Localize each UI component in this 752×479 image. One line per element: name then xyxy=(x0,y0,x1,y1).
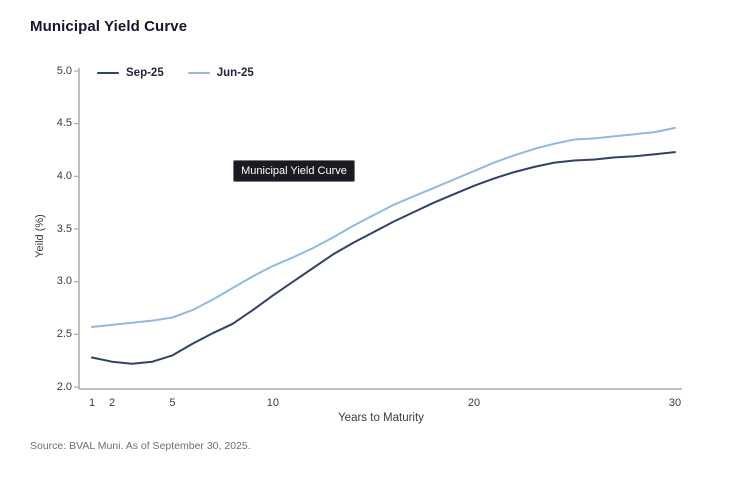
page-title: Municipal Yield Curve xyxy=(30,18,188,35)
legend-label-sep-25: Sep-25 xyxy=(126,67,164,79)
x-tick-label: 1 xyxy=(88,397,96,409)
x-tick-label: 10 xyxy=(266,397,280,409)
x-axis-title: Years to Maturity xyxy=(338,412,424,424)
sep-25-line-swatch-icon xyxy=(97,72,119,74)
legend-item-sep-25[interactable]: Sep-25 xyxy=(97,67,164,79)
y-tick-label: 5.0 xyxy=(56,64,72,77)
chart-legend: Sep-25 Jun-25 xyxy=(97,65,254,81)
x-tick-label: 20 xyxy=(467,397,481,409)
legend-label-jun-25: Jun-25 xyxy=(216,67,254,79)
jun-25-line-swatch-icon xyxy=(187,72,210,74)
chart-tooltip-label: Municipal Yield Curve xyxy=(241,165,347,177)
series-line-jun-25 xyxy=(91,126,676,328)
y-tick-label: 2.0 xyxy=(56,380,72,393)
x-tick-label: 30 xyxy=(668,397,682,409)
y-tick-label: 2.5 xyxy=(56,327,72,340)
chart-tooltip: Municipal Yield Curve xyxy=(233,160,355,182)
y-tick-label: 3.5 xyxy=(56,222,72,235)
x-tick-label: 2 xyxy=(109,397,116,409)
y-tick-label: 4.0 xyxy=(56,169,72,182)
y-tick-label: 4.5 xyxy=(56,117,72,130)
y-tick-label: 3.0 xyxy=(56,275,72,288)
legend-item-jun-25[interactable]: Jun-25 xyxy=(187,67,254,79)
source-note: Source: BVAL Muni. As of September 30, 2… xyxy=(30,440,251,452)
x-tick-label: 5 xyxy=(169,397,176,409)
series-line-sep-25 xyxy=(91,151,676,365)
